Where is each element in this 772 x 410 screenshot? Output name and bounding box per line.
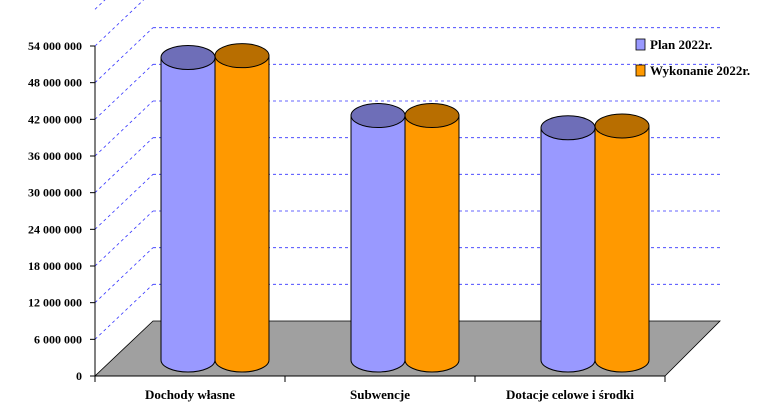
gridline-side [94,27,154,83]
bar [160,45,216,373]
x-tick-label: Dochody własne [145,387,235,402]
bar-body [160,57,216,373]
y-tick-label: 42 000 000 [28,112,82,126]
gridline-side [94,0,145,47]
bar-layer [160,43,650,373]
bar-body [350,115,406,373]
bar [350,103,406,373]
y-tick-label: 54 000 000 [28,39,82,53]
gridline-side [94,284,154,340]
bar-body [214,55,270,373]
bar [540,115,596,373]
gridline-side [94,174,154,230]
bar-top [214,43,270,69]
legend-swatch [635,64,646,77]
bar-body [404,115,460,373]
gridline-side [94,210,154,267]
bar-body [594,125,650,373]
axis-layer [90,45,666,382]
bar [214,43,270,373]
y-tick-label: 48 000 000 [28,76,82,90]
gridline-side [94,64,154,120]
bar [404,103,460,373]
y-tick-label: 18 000 000 [28,259,82,273]
y-tick-label: 36 000 000 [28,149,82,163]
gridline-side [94,137,154,193]
legend-swatch [635,38,646,51]
bar-top [540,115,596,141]
legend-label: Plan 2022r. [650,37,712,52]
bar [594,113,650,373]
legend: Plan 2022r. Wykonanie 2022r. [635,37,750,78]
gridline-side [94,0,106,10]
x-tick-label: Subwencje [350,387,410,402]
bar-top [404,103,460,129]
bar-top [160,45,216,70]
y-tick-label: 24 000 000 [28,222,82,236]
y-tick-label: 6 000 000 [34,332,82,346]
gridline-side [94,100,154,157]
gridline-side [94,247,154,303]
x-tick-label: Dotacje celowe i środki [506,387,634,402]
bar-top [594,113,650,139]
y-tick-label: 30 000 000 [28,186,82,200]
y-tick-label: 0 [76,369,82,383]
y-tick-label: 12 000 000 [28,296,82,310]
label-layer: 0 6 000 000 12 000 000 18 000 000 24 000 000… [28,39,634,402]
bar-body [540,127,596,373]
legend-label: Wykonanie 2022r. [650,63,750,78]
bar-top [350,103,406,129]
